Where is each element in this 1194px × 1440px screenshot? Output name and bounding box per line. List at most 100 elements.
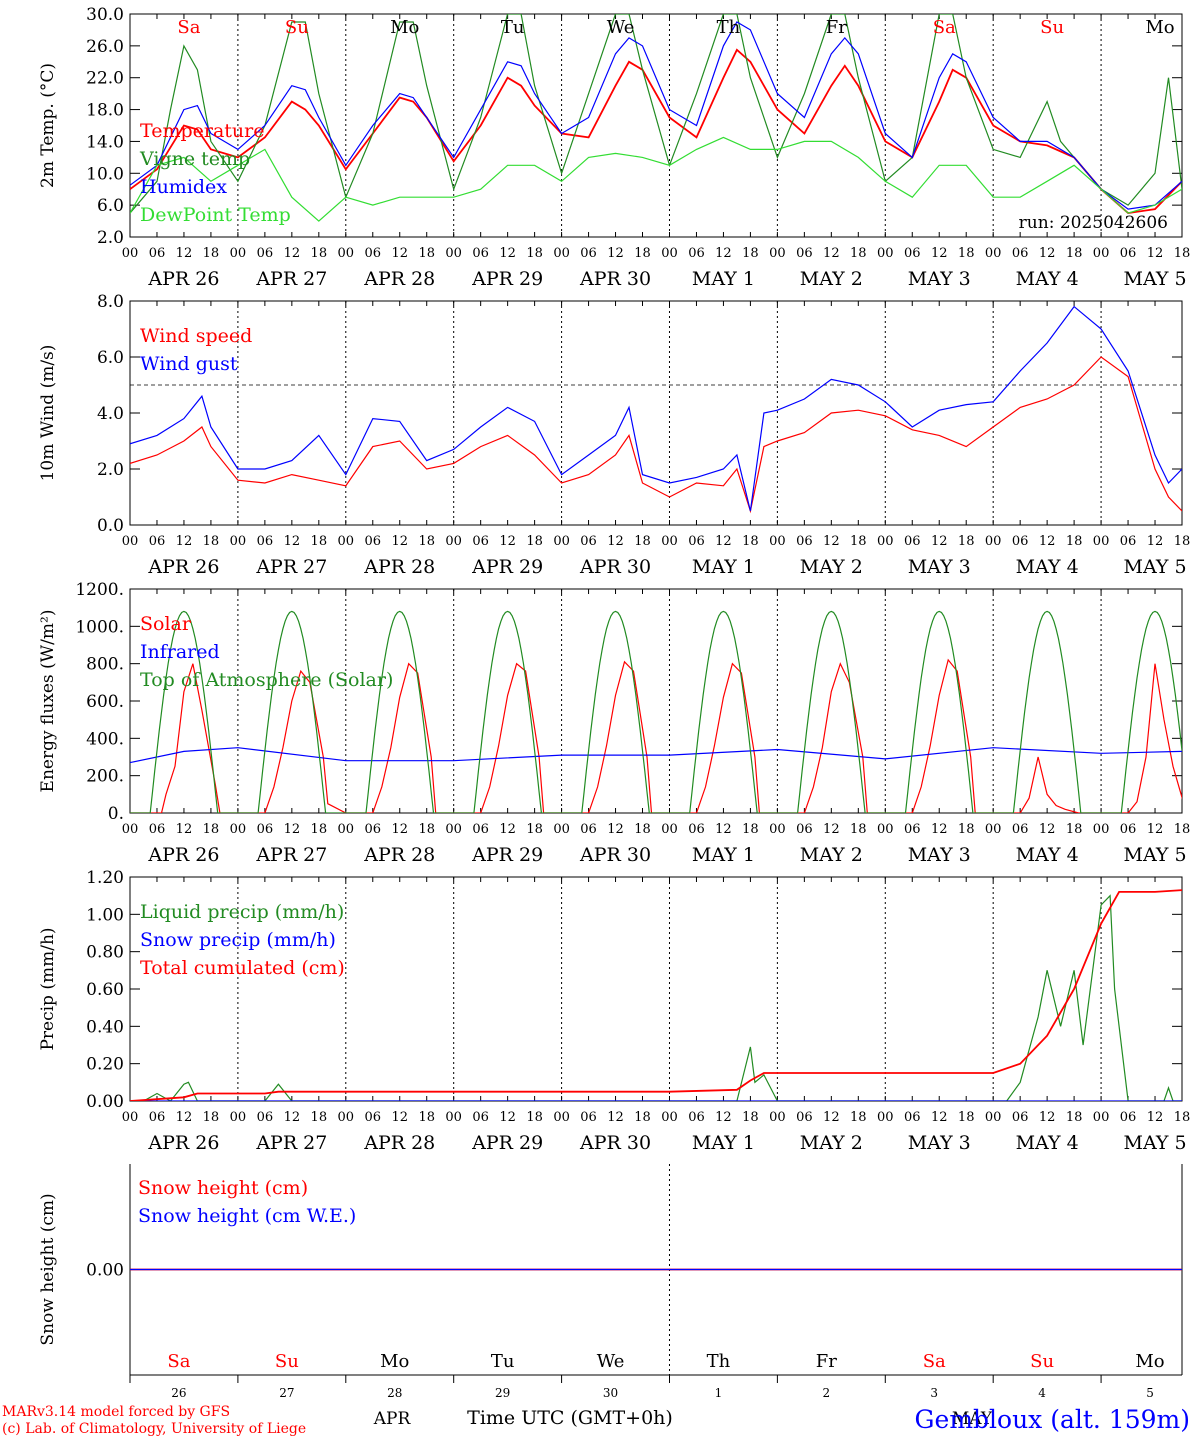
series-line bbox=[130, 658, 1182, 813]
series-line bbox=[130, 747, 1182, 764]
y-axis-label: 2m Temp. (°C) bbox=[38, 63, 58, 188]
hour-tick-label: 18 bbox=[526, 246, 543, 261]
hour-tick-label: 12 bbox=[391, 246, 408, 261]
hour-tick-label: 06 bbox=[472, 1110, 489, 1125]
hour-tick-label: 06 bbox=[257, 822, 274, 837]
hour-tick-label: 00 bbox=[338, 534, 355, 549]
y-axis-label: 10m Wind (m/s) bbox=[38, 345, 58, 482]
hour-tick-label: 12 bbox=[284, 534, 301, 549]
hour-tick-label: 00 bbox=[445, 534, 462, 549]
hour-tick-label: 12 bbox=[1147, 246, 1164, 261]
hour-tick-label: 06 bbox=[580, 534, 597, 549]
hour-tick-label: 06 bbox=[904, 1110, 921, 1125]
hour-tick-label: 18 bbox=[418, 1110, 435, 1125]
hour-tick-label: 06 bbox=[364, 534, 381, 549]
hour-tick-label: 06 bbox=[472, 246, 489, 261]
hour-tick-label: 18 bbox=[203, 246, 220, 261]
date-label: APR 28 bbox=[363, 556, 435, 578]
hour-tick-label: 00 bbox=[661, 246, 678, 261]
y-tick-label: 1200. bbox=[75, 580, 124, 600]
hour-tick-label: 18 bbox=[1066, 246, 1083, 261]
hour-tick-label: 12 bbox=[931, 246, 948, 261]
hour-tick-label: 00 bbox=[230, 534, 247, 549]
hour-tick-label: 06 bbox=[1012, 246, 1029, 261]
hour-tick-label: 06 bbox=[149, 1110, 166, 1125]
hour-tick-label: 06 bbox=[149, 534, 166, 549]
hour-tick-label: 00 bbox=[338, 1110, 355, 1125]
hour-tick-label: 06 bbox=[472, 534, 489, 549]
weekday-label: Sa bbox=[177, 17, 200, 38]
hour-tick-label: 18 bbox=[203, 822, 220, 837]
hour-tick-label: 18 bbox=[1066, 822, 1083, 837]
hour-tick-label: 18 bbox=[742, 1110, 759, 1125]
date-label: MAY 2 bbox=[800, 1132, 863, 1154]
hour-tick-label: 00 bbox=[230, 246, 247, 261]
date-label: APR 27 bbox=[255, 844, 327, 866]
hour-tick-label: 18 bbox=[850, 822, 867, 837]
y-tick-label: 0.80 bbox=[86, 943, 124, 963]
weekday-label: Mo bbox=[380, 1351, 409, 1372]
hour-tick-label: 12 bbox=[715, 822, 732, 837]
weekday-label: Mo bbox=[1145, 17, 1174, 38]
y-tick-label: 22.0 bbox=[86, 69, 124, 89]
hour-tick-label: 12 bbox=[1039, 1110, 1056, 1125]
y-tick-label: 4.0 bbox=[97, 404, 124, 424]
date-label: APR 29 bbox=[471, 268, 543, 290]
hour-tick-label: 12 bbox=[284, 246, 301, 261]
weekday-label: Fr bbox=[826, 17, 847, 38]
legend-entry: Snow height (cm W.E.) bbox=[138, 1205, 356, 1227]
hour-tick-label: 00 bbox=[769, 1110, 786, 1125]
hour-tick-label: 12 bbox=[1147, 822, 1164, 837]
hour-tick-label: 12 bbox=[176, 246, 193, 261]
hour-tick-label: 00 bbox=[553, 822, 570, 837]
day-number-label: 30 bbox=[603, 1386, 618, 1400]
hour-tick-label: 06 bbox=[796, 534, 813, 549]
legend-entry: Total cumulated (cm) bbox=[140, 957, 345, 979]
month-label-apr: APR bbox=[373, 1409, 412, 1429]
hour-tick-label: 00 bbox=[1093, 1110, 1110, 1125]
date-label: APR 26 bbox=[147, 268, 219, 290]
hour-tick-label: 18 bbox=[311, 534, 328, 549]
panel-frame bbox=[129, 300, 1183, 526]
hour-tick-label: 06 bbox=[580, 1110, 597, 1125]
date-label: MAY 1 bbox=[692, 268, 755, 290]
hour-tick-label: 12 bbox=[284, 822, 301, 837]
date-label: MAY 4 bbox=[1016, 268, 1079, 290]
hour-tick-label: 18 bbox=[958, 534, 975, 549]
hour-tick-label: 06 bbox=[149, 246, 166, 261]
series-line bbox=[130, 889, 1182, 1101]
date-label: MAY 2 bbox=[800, 556, 863, 578]
y-tick-label: 6.0 bbox=[97, 196, 124, 216]
legend-entry: DewPoint Temp bbox=[140, 204, 291, 226]
hour-tick-label: 12 bbox=[391, 534, 408, 549]
hour-tick-label: 12 bbox=[391, 1110, 408, 1125]
hour-tick-label: 06 bbox=[904, 822, 921, 837]
hour-tick-label: 00 bbox=[122, 534, 139, 549]
legend-entry: Vigne temp bbox=[139, 148, 250, 170]
hour-tick-label: 12 bbox=[1147, 534, 1164, 549]
y-tick-label: 0.00 bbox=[86, 1092, 124, 1112]
hour-tick-label: 00 bbox=[122, 1110, 139, 1125]
hour-tick-label: 18 bbox=[418, 534, 435, 549]
y-tick-label: 10.0 bbox=[86, 164, 124, 184]
run-label: run: 2025042606 bbox=[1019, 213, 1168, 233]
hour-tick-label: 18 bbox=[742, 822, 759, 837]
hour-tick-label: 00 bbox=[661, 1110, 678, 1125]
hour-tick-label: 18 bbox=[958, 822, 975, 837]
hour-tick-label: 12 bbox=[823, 246, 840, 261]
date-label: MAY 4 bbox=[1016, 844, 1079, 866]
hour-tick-label: 12 bbox=[499, 246, 516, 261]
date-label: MAY 3 bbox=[908, 844, 971, 866]
y-tick-label: 0.60 bbox=[86, 980, 124, 1000]
hour-tick-label: 00 bbox=[1093, 534, 1110, 549]
weekday-label: Th bbox=[707, 1351, 731, 1372]
hour-tick-label: 12 bbox=[715, 246, 732, 261]
legend-entry: Humidex bbox=[140, 176, 227, 198]
series-line bbox=[130, 21, 1182, 210]
date-label: MAY 2 bbox=[800, 844, 863, 866]
hour-tick-label: 12 bbox=[931, 822, 948, 837]
hour-tick-label: 12 bbox=[823, 534, 840, 549]
hour-tick-label: 18 bbox=[526, 822, 543, 837]
hour-tick-label: 00 bbox=[877, 1110, 894, 1125]
